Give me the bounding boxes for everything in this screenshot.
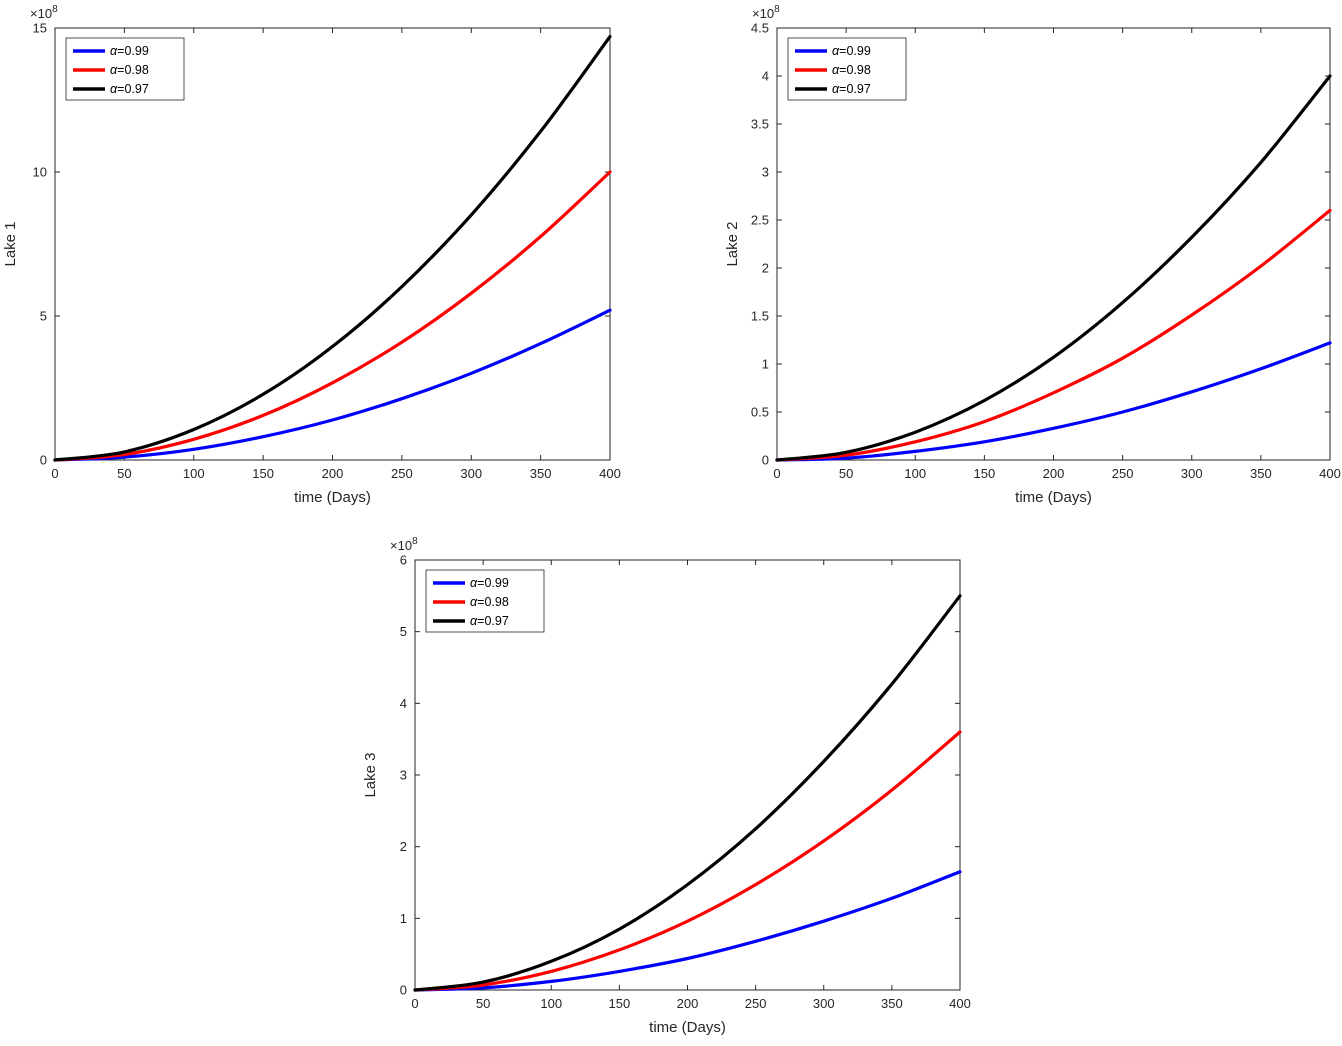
x-tick-label: 150 [609, 996, 631, 1011]
y-tick-label: 0.5 [751, 405, 769, 420]
legend-label: α=0.98 [110, 63, 149, 77]
series-line-α=0.97 [413, 594, 962, 992]
y-tick-label: 4 [762, 69, 769, 84]
y-tick-label: 1 [400, 911, 407, 926]
y-tick-label: 0 [762, 453, 769, 468]
x-tick-label: 0 [773, 466, 780, 481]
y-tick-label: 10 [33, 165, 47, 180]
legend-label: α=0.99 [832, 44, 871, 58]
y-tick-label: 1.5 [751, 309, 769, 324]
y-tick-label: 2 [400, 839, 407, 854]
y-tick-label: 4.5 [751, 21, 769, 36]
legend-label: α=0.99 [110, 44, 149, 58]
series-line-α=0.98 [775, 208, 1332, 462]
x-tick-label: 150 [252, 466, 274, 481]
legend: α=0.99 α=0.98 α=0.97 [787, 37, 907, 101]
y-axis-label: Lake 2 [724, 221, 741, 266]
legend: α=0.99 α=0.98 α=0.97 [425, 569, 545, 633]
y-axis-label: Lake 3 [362, 752, 379, 797]
series-line-α=0.98 [413, 730, 962, 992]
x-tick-label: 0 [51, 466, 58, 481]
legend-label: α=0.97 [832, 82, 871, 96]
x-tick-label: 350 [530, 466, 552, 481]
x-tick-label: 0 [411, 996, 418, 1011]
lake1-plot: 0 50 100 150 200 250 300 350 400 0 5 10 15×108 Lake 1… [2, 4, 621, 506]
series-line-α=0.99 [775, 341, 1332, 462]
y-tick-label: 1 [762, 357, 769, 372]
series-line-α=0.99 [413, 870, 962, 992]
lake2-chart: 0 50 100 150 200 250 300 350 400 0 0.5 1 1.5 2 2.5 3 3.5… [700, 0, 1342, 530]
x-tick-label: 50 [117, 466, 131, 481]
axes-box [414, 559, 961, 991]
x-tick-label: 200 [322, 466, 344, 481]
y-axis: 0 5 10 15 [33, 21, 610, 468]
series-line-α=0.97 [53, 35, 612, 462]
x-tick-label: 50 [476, 996, 490, 1011]
x-tick-label: 200 [677, 996, 699, 1011]
x-tick-label: 400 [599, 466, 621, 481]
x-tick-label: 250 [745, 996, 767, 1011]
y-tick-label: 2.5 [751, 213, 769, 228]
x-tick-label: 400 [1319, 466, 1341, 481]
lake3-chart: 0 50 100 150 200 250 300 350 400 0 1 2 3 4 5 6 ×108 Lake … [340, 532, 990, 1046]
y-tick-label: 5 [400, 624, 407, 639]
series-line-α=0.97 [775, 74, 1332, 462]
x-tick-label: 300 [813, 996, 835, 1011]
x-axis-label: time (Days) [294, 489, 371, 506]
x-tick-label: 400 [949, 996, 971, 1011]
legend-label: α=0.99 [470, 576, 509, 590]
lake3-plot: 0 50 100 150 200 250 300 350 400 0 1 2 3 4 5 6×108 Lake … [362, 536, 971, 1036]
x-tick-label: 200 [1043, 466, 1065, 481]
x-tick-label: 100 [183, 466, 205, 481]
x-tick-label: 100 [540, 996, 562, 1011]
y-tick-label: 3 [400, 768, 407, 783]
legend-label: α=0.98 [470, 595, 509, 609]
y-tick-label: 15 [33, 21, 47, 36]
y-tick-label: 0 [400, 983, 407, 998]
x-tick-label: 250 [1112, 466, 1134, 481]
lake2-plot: 0 50 100 150 200 250 300 350 400 0 0.5 1 1.5 2 2.5 3 3.5… [724, 4, 1341, 506]
x-tick-label: 150 [974, 466, 996, 481]
x-axis-label: time (Days) [649, 1019, 726, 1036]
x-axis-label: time (Days) [1015, 489, 1092, 506]
series-line-α=0.99 [53, 308, 612, 462]
legend-label: α=0.98 [832, 63, 871, 77]
x-tick-label: 350 [1250, 466, 1272, 481]
axes-box [776, 27, 1331, 461]
series-line-α=0.98 [53, 170, 612, 462]
y-tick-label: 5 [40, 309, 47, 324]
x-axis: 0 50 100 150 200 250 300 350 400 [773, 28, 1341, 481]
legend-label: α=0.97 [470, 614, 509, 628]
x-tick-label: 300 [1181, 466, 1203, 481]
x-tick-label: 300 [460, 466, 482, 481]
y-tick-label: 2 [762, 261, 769, 276]
x-axis: 0 50 100 150 200 250 300 350 400 [51, 28, 621, 481]
y-tick-label: 0 [40, 453, 47, 468]
y-scale-label: ×108 [30, 4, 58, 21]
y-tick-label: 6 [400, 553, 407, 568]
x-tick-label: 250 [391, 466, 413, 481]
y-tick-label: 3.5 [751, 117, 769, 132]
y-tick-label: 3 [762, 165, 769, 180]
x-tick-label: 50 [839, 466, 853, 481]
y-axis-label: Lake 1 [2, 221, 19, 266]
lake1-chart: 0 50 100 150 200 250 300 350 400 0 5 10 15 ×108 Lake 1… [0, 0, 650, 530]
x-tick-label: 100 [904, 466, 926, 481]
y-tick-label: 4 [400, 696, 407, 711]
y-scale-label: ×108 [390, 536, 418, 553]
axes-box [54, 27, 611, 461]
legend: α=0.99 α=0.98 α=0.97 [65, 37, 185, 101]
legend-label: α=0.97 [110, 82, 149, 96]
y-scale-label: ×108 [752, 4, 780, 21]
x-tick-label: 350 [881, 996, 903, 1011]
